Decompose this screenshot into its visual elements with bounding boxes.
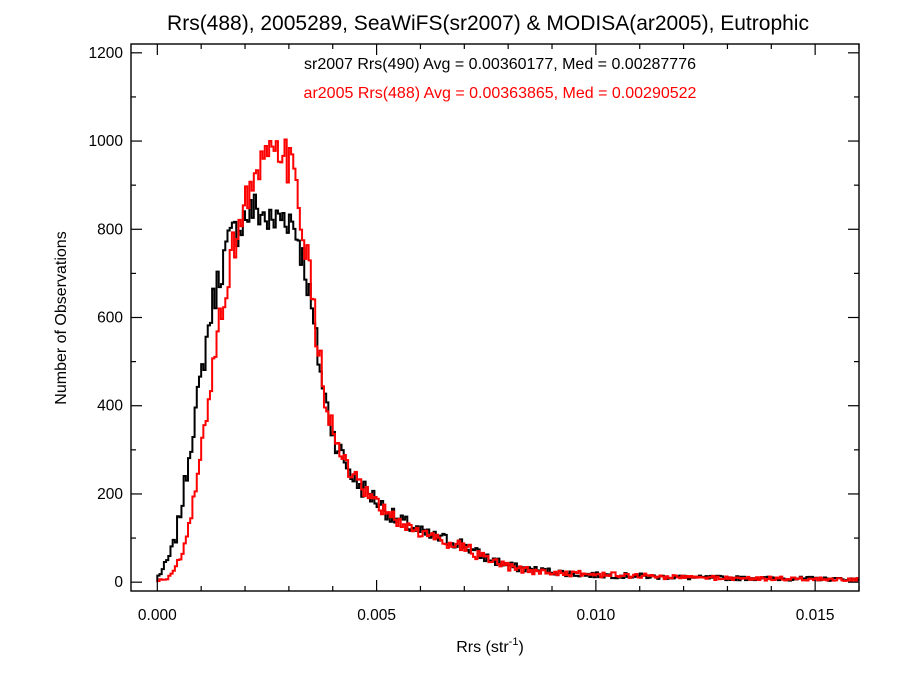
x-axis-label-superscript: -1 <box>509 636 519 648</box>
y-axis-label: Number of Observations <box>53 231 70 404</box>
series-stat-sr2007: sr2007 Rrs(490) Avg = 0.00360177, Med = … <box>304 56 696 73</box>
y-tick-label: 800 <box>97 221 123 238</box>
y-tick-label: 1000 <box>89 133 124 150</box>
chart-title: Rrs(488), 2005289, SeaWiFS(sr2007) & MOD… <box>167 12 809 35</box>
y-tick-label: 600 <box>97 310 123 327</box>
series-stat-ar2005: ar2005 Rrs(488) Avg = 0.00363865, Med = … <box>304 85 697 102</box>
x-axis-label-main: Rrs (str <box>456 639 509 656</box>
y-tick-label: 1200 <box>89 45 124 62</box>
series-line-sr2007 <box>156 193 859 583</box>
plot-frame <box>130 43 860 592</box>
y-tick-label: 400 <box>97 398 123 415</box>
x-axis-label: Rrs (str-1) <box>456 636 524 656</box>
x-tick-label: 0.010 <box>576 607 615 624</box>
series-line-ar2005 <box>156 138 859 583</box>
y-tick-label: 0 <box>114 574 123 591</box>
x-tick-label: 0.005 <box>357 607 396 624</box>
y-tick-label: 200 <box>97 486 123 503</box>
x-tick-label: 0.015 <box>796 607 835 624</box>
series-layer <box>156 138 859 583</box>
x-axis-label-close: ) <box>518 639 523 656</box>
x-tick-label: 0.000 <box>138 607 177 624</box>
tick-layer: 0.000 0.005 0.010 0.015 0 200 400 600 800 1000 120… <box>89 44 860 624</box>
